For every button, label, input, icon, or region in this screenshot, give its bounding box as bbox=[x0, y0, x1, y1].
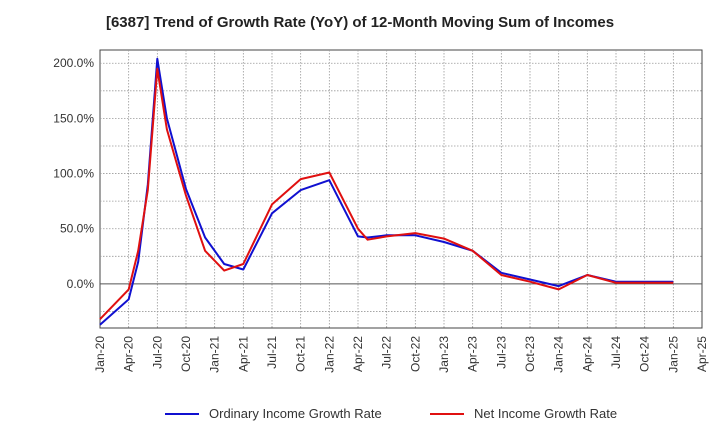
x-tick-label: Oct-20 bbox=[179, 336, 193, 372]
x-tick-label: Jul-21 bbox=[265, 336, 279, 369]
legend-label-ordinary-income: Ordinary Income Growth Rate bbox=[209, 406, 382, 421]
plot-area bbox=[99, 49, 703, 329]
y-tick-label: 200.0% bbox=[53, 56, 94, 70]
x-tick-label: Jul-20 bbox=[150, 336, 164, 369]
x-tick-label: Jan-25 bbox=[666, 336, 680, 373]
x-tick-label: Jan-20 bbox=[93, 336, 107, 373]
x-tick-label: Apr-24 bbox=[580, 336, 594, 372]
x-tick-label: Apr-20 bbox=[122, 336, 136, 372]
x-tick-label: Oct-21 bbox=[294, 336, 308, 372]
x-tick-label: Jul-23 bbox=[494, 336, 508, 369]
x-tick-label: Oct-24 bbox=[638, 336, 652, 372]
x-tick-label: Oct-23 bbox=[523, 336, 537, 372]
x-tick-label: Jan-23 bbox=[437, 336, 451, 373]
legend-label-net-income: Net Income Growth Rate bbox=[474, 406, 617, 421]
y-tick-label: 100.0% bbox=[53, 167, 94, 181]
series-line-net-income bbox=[99, 67, 674, 320]
x-tick-label: Apr-22 bbox=[351, 336, 365, 372]
x-tick-label: Oct-22 bbox=[408, 336, 422, 372]
chart-title: [6387] Trend of Growth Rate (YoY) of 12-… bbox=[105, 14, 615, 31]
x-tick-label: Jan-22 bbox=[322, 336, 336, 373]
x-tick-label: Jul-24 bbox=[609, 336, 623, 369]
x-tick-label: Apr-25 bbox=[695, 336, 709, 372]
x-tick-label: Apr-23 bbox=[466, 336, 480, 372]
x-tick-label: Apr-21 bbox=[236, 336, 250, 372]
y-tick-label: 50.0% bbox=[60, 222, 94, 236]
x-tick-label: Jan-24 bbox=[552, 336, 566, 373]
x-tick-label: Jan-21 bbox=[208, 336, 222, 373]
series-line-ordinary-income bbox=[99, 57, 674, 326]
x-tick-label: Jul-22 bbox=[380, 336, 394, 369]
y-tick-label: 0.0% bbox=[67, 277, 95, 291]
y-tick-label: 150.0% bbox=[53, 111, 94, 125]
